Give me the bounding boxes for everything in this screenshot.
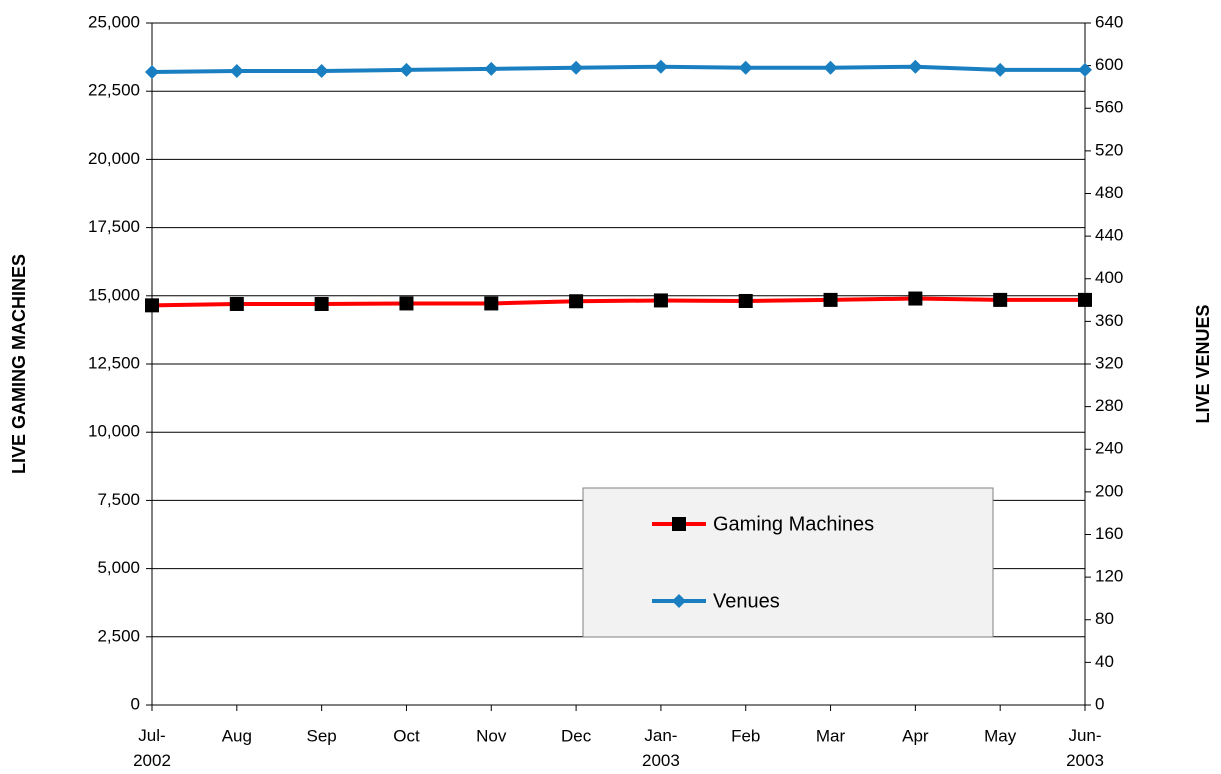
marker <box>314 63 329 78</box>
y2-tick-label: 160 <box>1095 524 1123 543</box>
y2-tick-label: 240 <box>1095 439 1123 458</box>
marker <box>993 292 1008 307</box>
x-tick-label: Sep <box>307 726 337 745</box>
x-tick-label-line: Jan- <box>644 726 677 745</box>
marker <box>314 296 329 311</box>
marker <box>484 61 499 76</box>
marker <box>993 62 1008 77</box>
y-tick-label: 10,000 <box>88 422 140 441</box>
y-tick-label: 20,000 <box>88 149 140 168</box>
y2-tick-label: 320 <box>1095 353 1123 372</box>
y-tick-label: 2,500 <box>97 626 140 645</box>
y2-tick-label: 120 <box>1095 567 1123 586</box>
y-tick-label: 25,000 <box>88 12 140 31</box>
y2-tick-label: 560 <box>1095 98 1123 117</box>
marker <box>672 594 686 608</box>
y-tick-label: 7,500 <box>97 490 140 509</box>
y2-tick-label: 600 <box>1095 55 1123 74</box>
marker <box>672 517 686 531</box>
y2-tick-label: 280 <box>1095 396 1123 415</box>
y-tick-label: 15,000 <box>88 285 140 304</box>
x-tick-label-line: Jul- <box>138 726 165 745</box>
x-tick-label: Mar <box>816 726 846 745</box>
y2-tick-label: 200 <box>1095 481 1123 500</box>
y-axis-title: LIVE GAMING MACHINES <box>9 254 29 474</box>
marker <box>653 293 668 308</box>
marker <box>399 62 414 77</box>
x-tick-label-line: 2003 <box>642 751 680 770</box>
y-tick-label: 17,500 <box>88 217 140 236</box>
marker <box>569 294 584 309</box>
marker <box>569 60 584 75</box>
marker <box>738 60 753 75</box>
marker <box>229 296 244 311</box>
marker <box>823 292 838 307</box>
x-tick-label: Oct <box>393 726 420 745</box>
y-tick-label: 0 <box>131 694 140 713</box>
y2-tick-label: 80 <box>1095 609 1114 628</box>
x-tick-label-line: Jun- <box>1068 726 1101 745</box>
marker <box>1078 292 1092 307</box>
x-tick-label: Jul- 2002 <box>133 726 171 770</box>
y-tick-label: 22,500 <box>88 81 140 100</box>
marker <box>653 59 668 74</box>
x-tick-label: Apr <box>902 726 929 745</box>
x-tick-label: Aug <box>222 726 252 745</box>
y2-tick-label: 520 <box>1095 140 1123 159</box>
x-tick-label-line: 2002 <box>133 751 171 770</box>
y2-tick-label: 480 <box>1095 183 1123 202</box>
y2-tick-label: 40 <box>1095 652 1114 671</box>
x-tick-label: Nov <box>476 726 507 745</box>
x-tick-label: May <box>984 726 1017 745</box>
marker <box>823 60 838 75</box>
legend-label: Venues <box>713 590 780 612</box>
marker <box>908 291 923 306</box>
marker <box>399 296 414 311</box>
x-tick-label: Jun- 2003 <box>1066 726 1104 770</box>
marker <box>738 293 753 308</box>
x-tick-label: Dec <box>561 726 592 745</box>
marker <box>145 298 159 313</box>
marker <box>908 59 923 74</box>
marker <box>484 296 499 311</box>
marker <box>145 65 159 80</box>
marker <box>229 63 244 78</box>
y2-axis-title: LIVE VENUES <box>1193 304 1213 423</box>
y2-tick-label: 360 <box>1095 311 1123 330</box>
x-tick-label: Jan- 2003 <box>642 726 680 770</box>
y2-tick-label: 440 <box>1095 226 1123 245</box>
y-tick-label: 12,500 <box>88 353 140 372</box>
y2-tick-label: 0 <box>1095 694 1104 713</box>
y2-tick-label: 640 <box>1095 12 1123 31</box>
y2-tick-label: 400 <box>1095 268 1123 287</box>
series-line <box>151 64 1085 75</box>
legend-label: Gaming Machines <box>713 513 874 535</box>
series-line <box>151 296 1085 308</box>
x-tick-label-line: 2003 <box>1066 751 1104 770</box>
legend-box <box>582 487 994 638</box>
x-tick-label: Feb <box>731 726 760 745</box>
y-tick-label: 5,000 <box>97 558 140 577</box>
marker <box>1078 62 1092 77</box>
